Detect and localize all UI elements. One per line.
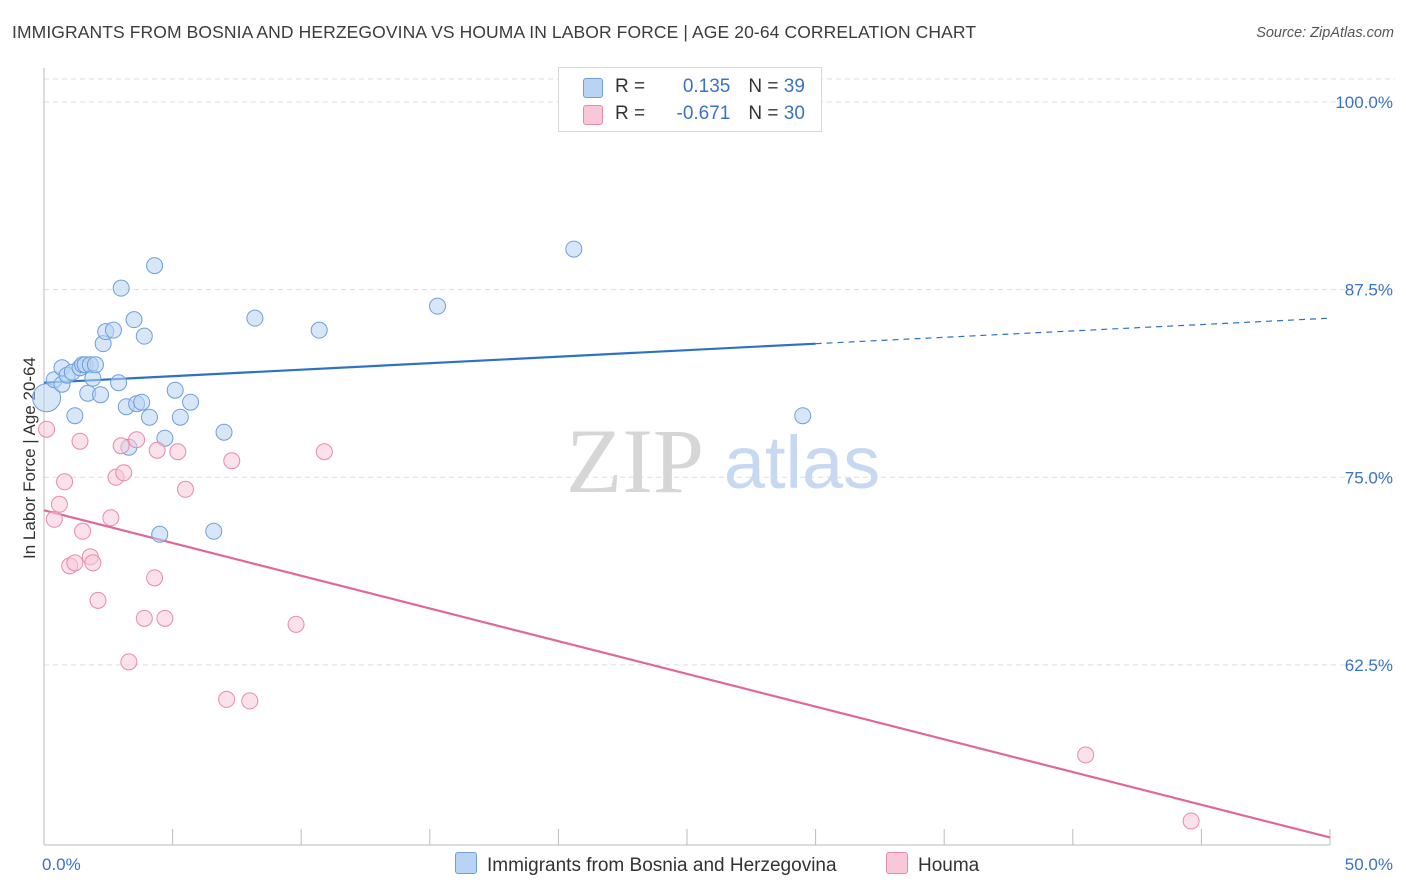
- houma-point: [315, 443, 333, 461]
- houma-point: [146, 569, 164, 587]
- watermark-zip: ZIP: [566, 410, 704, 512]
- houma-point: [45, 510, 63, 528]
- bosnia-point: [246, 309, 264, 327]
- legend-r-label: R =: [615, 103, 651, 124]
- houma-point: [120, 653, 138, 671]
- legend-swatch-pink: [583, 105, 603, 125]
- bosnia-point: [104, 321, 122, 339]
- y-tick-label: 62.5%: [1345, 656, 1393, 675]
- chart-title: IMMIGRANTS FROM BOSNIA AND HERZEGOVINA V…: [12, 22, 977, 42]
- legend-swatch-blue: [583, 78, 603, 98]
- y-tick-label: 75.0%: [1345, 468, 1393, 487]
- bosnia-point: [794, 407, 812, 425]
- legend-r-value: -0.671: [676, 103, 731, 124]
- bosnia-point: [32, 383, 62, 413]
- houma-point: [115, 464, 133, 482]
- houma-point: [218, 690, 236, 708]
- bosnia-trend-line: [43, 342, 816, 384]
- bosnia-point: [112, 279, 130, 297]
- legend-text-houma: R = -0.671 N = 30: [615, 103, 805, 125]
- legend-n-value: 39: [783, 76, 805, 97]
- legend-n-value: 30: [783, 103, 805, 124]
- bosnia-trend-extension: [815, 317, 1331, 345]
- bosnia-point: [215, 423, 233, 441]
- y-tick-label: 100.0%: [1335, 93, 1393, 112]
- houma-point: [50, 495, 68, 513]
- houma-point: [287, 615, 305, 633]
- houma-point: [1182, 812, 1200, 830]
- bosnia-point: [140, 408, 158, 426]
- legend-text-bosnia: R = 0.135 N = 39: [615, 76, 805, 98]
- bottom-legend-label-houma: Houma: [918, 855, 980, 876]
- x-tick-label: 50.0%: [1345, 855, 1393, 874]
- source-label: Source: ZipAtlas.com: [1256, 25, 1394, 41]
- tick-labels: 62.5% 75.0% 87.5% 100.0% 0.0% 50.0%: [42, 93, 1393, 874]
- watermark-atlas: atlas: [724, 421, 880, 504]
- bosnia-point: [565, 240, 583, 258]
- houma-point: [176, 480, 194, 498]
- houma-point: [241, 692, 259, 710]
- bosnia-point: [125, 311, 143, 329]
- bottom-legend-label-bosnia: Immigrants from Bosnia and Herzegovina: [487, 855, 837, 876]
- houma-point: [84, 554, 102, 572]
- legend-r-value: 0.135: [682, 76, 731, 97]
- bosnia-point: [146, 257, 164, 275]
- bosnia-point: [171, 408, 189, 426]
- watermark: ZIP atlas: [566, 410, 880, 512]
- houma-point: [66, 554, 84, 572]
- bosnia-point: [92, 386, 110, 404]
- legend-r-label: R =: [615, 76, 651, 97]
- legend-n-label: N =: [748, 103, 784, 124]
- bosnia-point: [429, 297, 447, 315]
- bosnia-point: [182, 393, 200, 411]
- bottom-legend-swatch-pink: [886, 852, 908, 874]
- correlation-legend: R = 0.135 N = 39 R = -0.671 N = 30: [558, 67, 822, 132]
- houma-point: [102, 509, 120, 527]
- x-tick-label: 0.0%: [42, 855, 81, 874]
- bottom-legend-swatch-blue: [455, 852, 477, 874]
- bosnia-point: [133, 393, 151, 411]
- y-tick-label: 87.5%: [1345, 281, 1393, 300]
- houma-point: [223, 452, 241, 470]
- houma-point: [56, 473, 74, 491]
- bottom-legend-houma: Houma: [886, 852, 979, 877]
- houma-point: [1077, 746, 1095, 764]
- bosnia-point: [110, 374, 128, 392]
- houma-point: [128, 431, 146, 449]
- bosnia-point: [166, 381, 184, 399]
- houma-point: [38, 420, 56, 438]
- axes: [43, 68, 1331, 846]
- bosnia-point: [205, 522, 223, 540]
- trend-lines: [43, 317, 1331, 839]
- bosnia-point: [151, 525, 169, 543]
- bottom-legend-bosnia: Immigrants from Bosnia and Herzegovina: [455, 852, 837, 877]
- houma-point: [89, 591, 107, 609]
- houma-point: [148, 441, 166, 459]
- houma-point: [74, 522, 92, 540]
- houma-point: [169, 443, 187, 461]
- houma-point: [135, 609, 153, 627]
- legend-n-label: N =: [748, 76, 784, 97]
- bosnia-point: [66, 407, 84, 425]
- bosnia-point: [156, 429, 174, 447]
- houma-point: [71, 432, 89, 450]
- houma-trend-line: [43, 509, 1331, 839]
- houma-point: [156, 609, 174, 627]
- bosnia-point: [86, 356, 104, 374]
- bosnia-point: [310, 321, 328, 339]
- bosnia-point: [135, 327, 153, 345]
- houma-point: [112, 437, 130, 455]
- data-points: [32, 240, 1200, 830]
